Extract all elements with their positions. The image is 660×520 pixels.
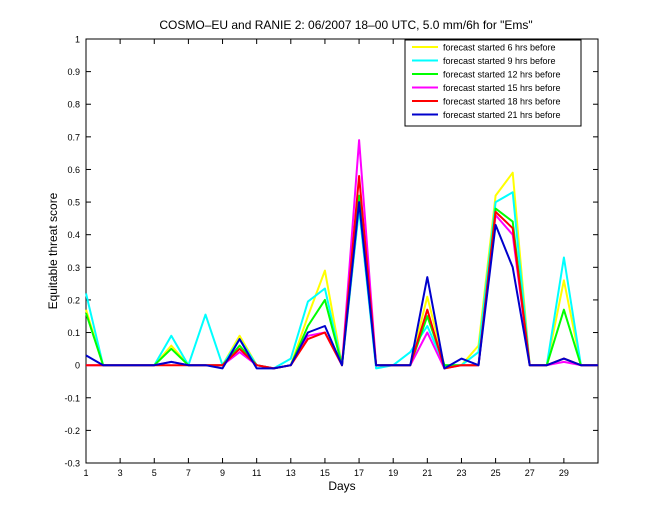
y-tick-label: 0.4 — [67, 230, 80, 240]
y-tick-label: 1 — [75, 35, 80, 45]
legend-label-4: forecast started 15 hrs before — [443, 83, 561, 93]
chart-title: COSMO–EU and RANIE 2: 06/2007 18–00 UTC,… — [159, 18, 532, 32]
legend-label-1: forecast started 6 hrs before — [443, 43, 556, 53]
x-tick-label: 25 — [491, 468, 501, 478]
x-tick-label: 3 — [118, 468, 123, 478]
legend-label-2: forecast started 9 hrs before — [443, 56, 556, 66]
y-tick-label: 0.1 — [67, 328, 80, 338]
legend-label-5: forecast started 18 hrs before — [443, 97, 561, 107]
x-tick-label: 7 — [186, 468, 191, 478]
series-line-6 — [85, 201, 598, 370]
legend-box — [404, 39, 582, 127]
x-tick-label: 15 — [320, 468, 330, 478]
y-tick-label: 0.5 — [67, 198, 80, 208]
y-tick-label: 0.2 — [67, 295, 80, 305]
x-tick-label: 5 — [152, 468, 157, 478]
x-tick-label: 19 — [388, 468, 398, 478]
y-tick-label: -0.1 — [64, 393, 80, 403]
legend-label-3: forecast started 12 hrs before — [443, 70, 561, 80]
x-axis: 1 3 5 7 9 11 13 15 17 19 21 23 25 27 29 — [83, 39, 569, 478]
legend: forecast started 6 hrs before forecast st… — [404, 39, 582, 127]
y-tick-label: -0.3 — [64, 459, 80, 469]
x-tick-label: 23 — [456, 468, 466, 478]
x-tick-label: 21 — [422, 468, 432, 478]
y-axis-label: Equitable threat score — [46, 192, 60, 309]
x-tick-label: 13 — [286, 468, 296, 478]
legend-label-6: forecast started 21 hrs before — [443, 110, 561, 120]
x-axis-label: Days — [328, 479, 355, 493]
y-tick-label: 0.8 — [67, 100, 80, 110]
x-tick-label: 27 — [525, 468, 535, 478]
x-tick-label: 17 — [354, 468, 364, 478]
y-tick-label: 0.7 — [67, 132, 80, 142]
x-tick-label: 11 — [252, 468, 261, 478]
y-tick-label: 0.3 — [67, 263, 80, 273]
series-lines — [85, 139, 598, 370]
x-tick-label: 9 — [220, 468, 225, 478]
x-tick-label: 1 — [83, 468, 88, 478]
y-tick-label: -0.2 — [64, 426, 80, 436]
x-tick-label: 29 — [559, 468, 569, 478]
y-tick-label: 0.6 — [67, 165, 80, 175]
y-tick-label: 0 — [75, 361, 80, 371]
y-tick-label: 0.9 — [67, 67, 80, 77]
